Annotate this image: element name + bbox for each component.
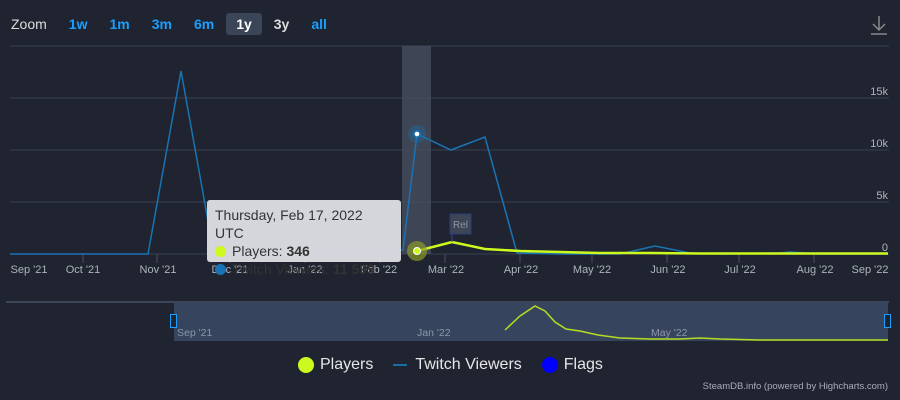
navigator-players-line (504, 305, 888, 341)
chart-legend: Players Twitch Viewers Flags (298, 356, 623, 374)
tooltip-twitch-value: 11 599 (332, 261, 375, 277)
chart-tooltip: Thursday, Feb 17, 2022 UTC Players: 346 … (207, 200, 401, 277)
svg-text:May '22: May '22 (573, 264, 611, 276)
svg-text:Jun '22: Jun '22 (650, 264, 685, 276)
y-tick-10k: 10k (870, 138, 888, 150)
y-axis-labels: 15k 10k 5k 0 (870, 86, 888, 254)
zoom-6m-button[interactable]: 6m (193, 16, 215, 32)
y-tick-0: 0 (882, 242, 888, 254)
svg-text:Apr '22: Apr '22 (504, 264, 539, 276)
chart-credit[interactable]: SteamDB.info (powered by Highcharts.com) (702, 381, 888, 392)
svg-text:May '22: May '22 (651, 327, 688, 339)
zoom-all-button[interactable]: all (311, 16, 327, 32)
tooltip-players-value: 346 (286, 243, 310, 259)
legend-item-twitch-viewers[interactable]: Twitch Viewers (393, 356, 522, 374)
legend-item-flags[interactable]: Flags (541, 356, 603, 374)
crosshair-band (402, 46, 431, 254)
x-ticks (82, 254, 815, 263)
x-axis-labels: Sep '21 Oct '21 Nov '21 Dec '21 Jan '22 … (11, 264, 889, 276)
flag-rel-label: Rel (453, 220, 468, 231)
svg-text:Nov '21: Nov '21 (140, 264, 177, 276)
players-hover-halo (407, 241, 427, 261)
y-tick-15k: 15k (870, 86, 888, 98)
svg-text:Jul '22: Jul '22 (724, 264, 755, 276)
twitch-legend-icon (393, 364, 408, 366)
tooltip-twitch-row: Twitch Viewers: 11 599 (215, 260, 393, 278)
twitch-viewers-line (10, 70, 888, 255)
flags-legend-icon (541, 357, 558, 373)
zoom-label: Zoom (11, 16, 47, 32)
navigator-handle-left[interactable] (170, 314, 177, 328)
zoom-3y-button[interactable]: 3y (273, 16, 290, 32)
svg-text:Aug '22: Aug '22 (797, 264, 834, 276)
svg-text:Sep '21: Sep '21 (11, 264, 48, 276)
players-hover-marker (413, 247, 421, 255)
navigator-labels: Sep '21 Jan '22 May '22 (177, 327, 688, 339)
players-line (416, 240, 888, 255)
navigator-handle-right[interactable] (884, 314, 891, 328)
twitch-hover-marker (413, 130, 421, 138)
range-selector: Zoom 1w 1m 3m 6m 1y 3y all (11, 12, 339, 36)
svg-text:Oct '21: Oct '21 (66, 264, 101, 276)
players-legend-icon (298, 357, 314, 373)
twitch-dot-icon (215, 263, 226, 275)
flag-rel (449, 213, 472, 235)
svg-text:Sep '22: Sep '22 (852, 264, 889, 276)
zoom-1m-button[interactable]: 1m (109, 16, 130, 32)
svg-text:Jan '22: Jan '22 (417, 327, 451, 339)
tooltip-date: Thursday, Feb 17, 2022 UTC (215, 207, 363, 241)
tooltip-players-row: Players: 346 (215, 242, 393, 260)
zoom-3m-button[interactable]: 3m (151, 16, 172, 32)
zoom-1y-button[interactable]: 1y (226, 13, 262, 35)
y-tick-5k: 5k (876, 190, 888, 202)
legend-item-players[interactable]: Players (298, 356, 373, 374)
y-grid (10, 45, 889, 255)
svg-text:Sep '21: Sep '21 (177, 327, 212, 339)
svg-text:Mar '22: Mar '22 (428, 264, 464, 276)
players-dot-icon (215, 245, 226, 257)
navigator-selection (174, 303, 888, 341)
zoom-1w-button[interactable]: 1w (68, 16, 88, 32)
download-icon[interactable] (868, 14, 890, 36)
twitch-hover-halo (408, 125, 426, 143)
